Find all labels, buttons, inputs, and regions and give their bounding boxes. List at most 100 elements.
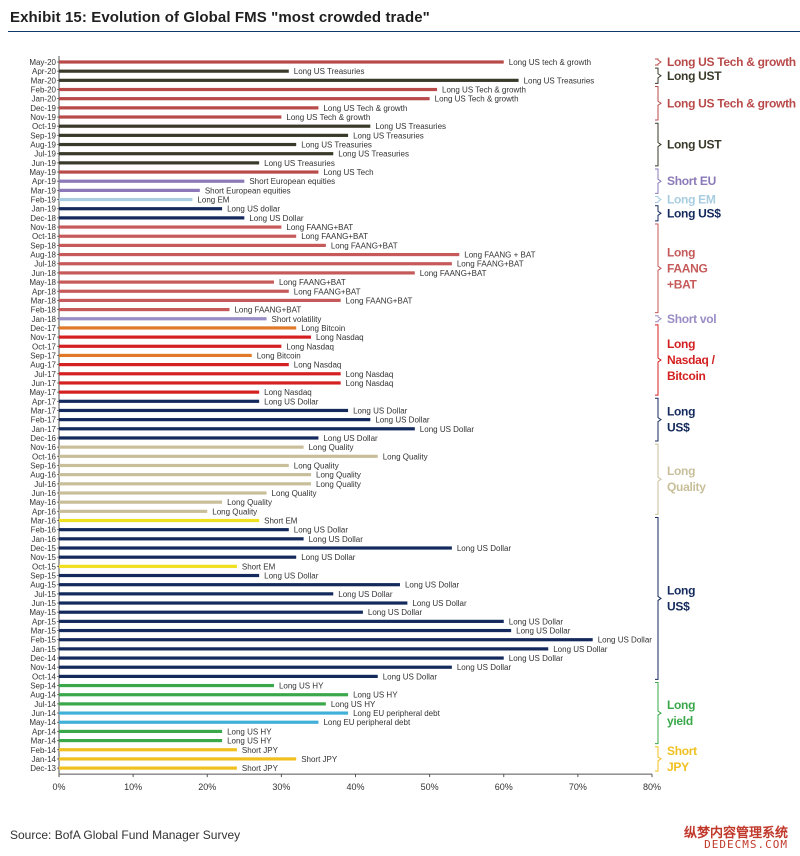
bar bbox=[59, 482, 312, 486]
data-label: Long US HY bbox=[227, 727, 272, 736]
y-tick-label: Jan-15 bbox=[32, 645, 57, 654]
bar bbox=[59, 97, 430, 101]
data-label: Long US Treasuries bbox=[338, 150, 409, 159]
y-tick-label: Jun-16 bbox=[32, 489, 57, 498]
data-label: Long Quality bbox=[316, 471, 361, 480]
bar bbox=[59, 592, 334, 596]
annotation-bracket bbox=[655, 67, 662, 84]
y-tick-label: Mar-19 bbox=[31, 186, 57, 195]
y-tick-label: Jul-19 bbox=[34, 150, 56, 159]
bar bbox=[59, 87, 438, 92]
bar bbox=[59, 674, 378, 678]
y-tick-label: Jan-17 bbox=[32, 425, 57, 434]
data-label: Long Quality bbox=[383, 452, 428, 461]
annotation-bracket bbox=[655, 58, 662, 66]
bar bbox=[59, 628, 512, 633]
y-tick-label: Nov-14 bbox=[30, 663, 56, 672]
y-tick-label: Oct-19 bbox=[32, 122, 57, 131]
y-tick-label: Jun-17 bbox=[32, 379, 57, 388]
data-label: Long Nasdaq bbox=[346, 379, 394, 388]
data-label: Long FAANG+BAT bbox=[286, 223, 353, 232]
y-tick-label: May-15 bbox=[29, 608, 56, 617]
y-tick-label: Feb-18 bbox=[31, 306, 57, 315]
bar bbox=[59, 234, 297, 238]
data-label: Long US HY bbox=[331, 700, 376, 709]
y-tick-label: Mar-20 bbox=[31, 76, 57, 85]
watermark-url: DEDECMS.COM bbox=[704, 838, 788, 851]
y-tick-label: Feb-17 bbox=[31, 416, 57, 425]
bar bbox=[59, 748, 237, 752]
y-tick-label: Oct-15 bbox=[32, 562, 57, 571]
data-label: Short European equities bbox=[205, 186, 291, 195]
data-label: Long Bitcoin bbox=[257, 351, 301, 360]
data-label: Long US Dollar bbox=[509, 654, 564, 663]
data-label: Short European equities bbox=[249, 177, 335, 186]
data-label: Long US Treasuries bbox=[264, 159, 335, 168]
bar bbox=[59, 399, 260, 403]
bar bbox=[59, 152, 334, 156]
y-tick-label: Apr-18 bbox=[32, 287, 57, 296]
bar bbox=[59, 463, 289, 468]
bar bbox=[59, 197, 193, 202]
annotation-bracket bbox=[655, 86, 662, 121]
y-tick-label: May-17 bbox=[29, 388, 56, 397]
bar bbox=[59, 546, 452, 550]
y-tick-label: Jun-19 bbox=[32, 159, 57, 168]
bar bbox=[59, 142, 297, 147]
data-label: Long US Dollar bbox=[309, 535, 364, 544]
annotation-bracket bbox=[655, 205, 662, 222]
y-tick-label: Feb-16 bbox=[31, 526, 57, 535]
bar bbox=[59, 729, 223, 734]
y-tick-label: May-19 bbox=[29, 168, 56, 177]
bar bbox=[59, 179, 245, 183]
y-tick-label: Apr-20 bbox=[32, 67, 57, 76]
data-label: Long FAANG+BAT bbox=[301, 232, 368, 241]
y-tick-label: Aug-18 bbox=[30, 251, 56, 260]
y-tick-label: Mar-15 bbox=[31, 627, 57, 636]
bar bbox=[59, 445, 304, 449]
annotation-label: Nasdaq / bbox=[667, 353, 716, 367]
y-tick-label: Sep-15 bbox=[30, 572, 56, 581]
y-tick-label: May-14 bbox=[29, 718, 56, 727]
data-label: Long FAANG+BAT bbox=[346, 296, 413, 305]
data-label: Long US Dollar bbox=[301, 553, 356, 562]
data-label: Long US Tech & growth bbox=[442, 86, 526, 95]
data-label: Long US Dollar bbox=[553, 645, 608, 654]
title-divider bbox=[8, 31, 800, 32]
data-label: Long US Dollar bbox=[457, 663, 512, 672]
bar bbox=[59, 188, 200, 192]
bar bbox=[59, 225, 282, 229]
y-tick-label: Dec-13 bbox=[30, 764, 56, 773]
x-tick-label: 60% bbox=[495, 782, 513, 792]
data-label: Long Quality bbox=[294, 461, 339, 470]
data-label: Long US Treasuries bbox=[353, 131, 424, 140]
bar bbox=[59, 454, 378, 458]
x-tick-label: 80% bbox=[643, 782, 661, 792]
data-label: Short JPY bbox=[242, 746, 279, 755]
annotation-label: Long US$ bbox=[667, 206, 721, 220]
annotation-label: Short vol bbox=[667, 312, 716, 326]
data-label: Long US Tech & growth bbox=[435, 95, 519, 104]
y-tick-label: May-20 bbox=[29, 58, 56, 67]
y-tick-label: Nov-16 bbox=[30, 443, 56, 452]
bar bbox=[59, 619, 504, 623]
annotation-label: Long bbox=[667, 583, 695, 597]
annotation-bracket bbox=[655, 682, 662, 745]
y-tick-label: Oct-14 bbox=[32, 672, 57, 681]
data-label: Short JPY bbox=[301, 755, 338, 764]
data-label: Long US dollar bbox=[227, 205, 280, 214]
y-tick-label: Jun-18 bbox=[32, 269, 57, 278]
data-label: Long US Dollar bbox=[405, 581, 460, 590]
y-tick-label: Nov-19 bbox=[30, 113, 56, 122]
bar bbox=[59, 298, 341, 303]
bar bbox=[59, 69, 289, 73]
data-label: Long Quality bbox=[212, 507, 257, 516]
bar bbox=[59, 161, 260, 165]
bar bbox=[59, 683, 274, 688]
y-tick-label: Feb-20 bbox=[31, 86, 57, 95]
y-tick-label: Apr-15 bbox=[32, 617, 57, 626]
y-tick-label: Feb-14 bbox=[31, 746, 57, 755]
bar bbox=[59, 243, 326, 247]
annotation-label: JPY bbox=[667, 760, 689, 774]
data-label: Long Quality bbox=[227, 498, 272, 507]
